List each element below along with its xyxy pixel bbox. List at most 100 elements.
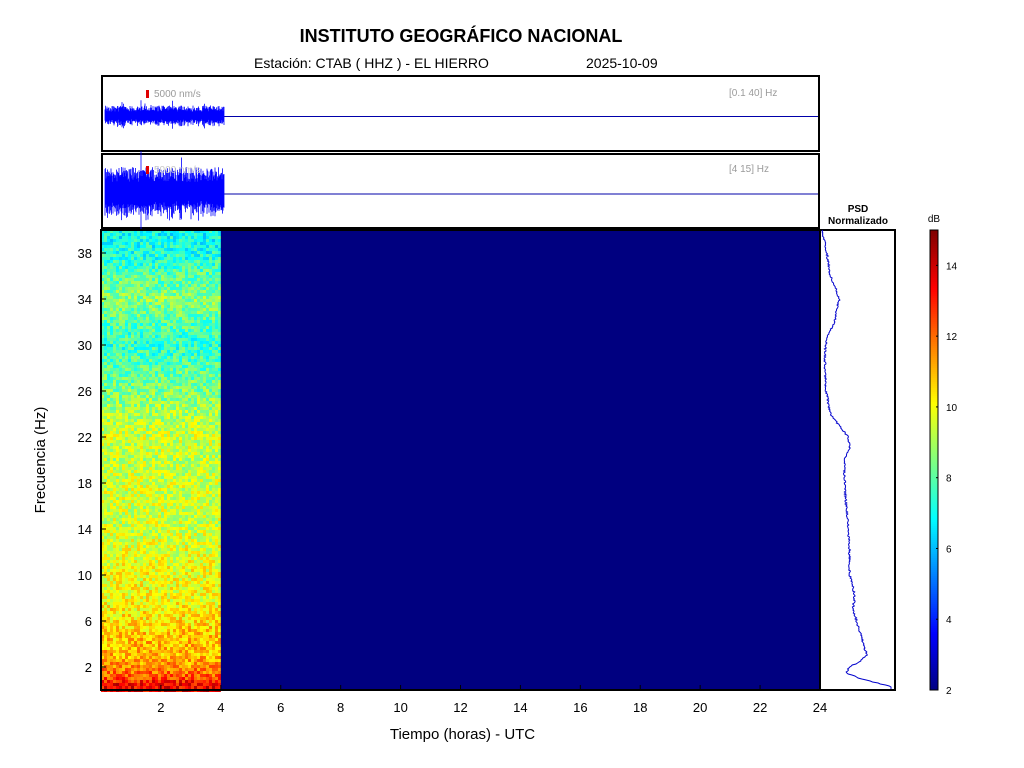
spectrogram-cell [218, 500, 221, 503]
spectrogram-cell [107, 338, 110, 341]
spectrogram-cell [134, 398, 137, 401]
spectrogram-cell [119, 347, 122, 350]
spectrogram-cell [110, 278, 113, 281]
spectrogram-cell [179, 443, 182, 446]
spectrogram-cell [125, 389, 128, 392]
spectrogram-cell [215, 482, 218, 485]
spectrogram-cell [113, 479, 116, 482]
spectrogram-cell [206, 239, 209, 242]
spectrogram-cell [107, 584, 110, 587]
spectrogram-cell [167, 323, 170, 326]
spectrogram-cell [182, 488, 185, 491]
spectrogram-cell [125, 341, 128, 344]
spectrogram-cell [131, 233, 134, 236]
spectrogram-cell [176, 545, 179, 548]
spectrogram-cell [107, 377, 110, 380]
spectrogram-cell [218, 482, 221, 485]
spectrogram-cell [149, 419, 152, 422]
spectrogram-cell [167, 230, 170, 233]
spectrogram-cell [218, 455, 221, 458]
spectrogram-cell [185, 590, 188, 593]
spectrogram-cell [185, 386, 188, 389]
spectrogram-cell [128, 344, 131, 347]
spectrogram-cell [209, 578, 212, 581]
spectrogram-cell [215, 554, 218, 557]
spectrogram-cell [206, 398, 209, 401]
spectrogram-cell [155, 470, 158, 473]
spectrogram-cell [122, 326, 125, 329]
spectrogram-cell [170, 425, 173, 428]
spectrogram-cell [218, 383, 221, 386]
spectrogram-cell [119, 473, 122, 476]
spectrogram-cell [143, 401, 146, 404]
spectrogram-cell [137, 311, 140, 314]
spectrogram-cell [125, 239, 128, 242]
spectrogram-cell [218, 479, 221, 482]
spectrogram-cell [110, 356, 113, 359]
spectrogram-cell [122, 494, 125, 497]
spectrogram-cell [161, 257, 164, 260]
spectrogram-cell [140, 569, 143, 572]
spectrogram-cell [170, 242, 173, 245]
spectrogram-cell [197, 425, 200, 428]
spectrogram-cell [143, 518, 146, 521]
spectrogram-cell [113, 266, 116, 269]
spectrogram-cell [188, 404, 191, 407]
spectrogram-cell [155, 257, 158, 260]
spectrogram-cell [125, 413, 128, 416]
spectrogram-cell [155, 338, 158, 341]
spectrogram-cell [185, 314, 188, 317]
spectrogram-cell [164, 278, 167, 281]
spectrogram-cell [191, 344, 194, 347]
spectrogram-cell [140, 305, 143, 308]
spectrogram-cell [191, 320, 194, 323]
spectrogram-cell [104, 377, 107, 380]
spectrogram-cell [179, 371, 182, 374]
spectrogram-cell [164, 335, 167, 338]
spectrogram-cell [110, 284, 113, 287]
spectrogram-cell [161, 494, 164, 497]
spectrogram-cell [167, 239, 170, 242]
spectrogram-cell [143, 542, 146, 545]
spectrogram-cell [101, 506, 104, 509]
spectrogram-cell [209, 452, 212, 455]
spectrogram-cell [131, 467, 134, 470]
spectrogram-cell [185, 272, 188, 275]
spectrogram-cell [137, 452, 140, 455]
spectrogram-cell [107, 527, 110, 530]
spectrogram-cell [134, 458, 137, 461]
spectrogram-cell [149, 275, 152, 278]
spectrogram-cell [101, 455, 104, 458]
spectrogram-cell [188, 530, 191, 533]
spectrogram-cell [188, 584, 191, 587]
spectrogram-cell [200, 509, 203, 512]
spectrogram-cell [200, 536, 203, 539]
spectrogram-cell [122, 554, 125, 557]
spectrogram-cell [173, 440, 176, 443]
spectrogram-cell [194, 500, 197, 503]
spectrogram-cell [173, 596, 176, 599]
spectrogram-cell [125, 416, 128, 419]
spectrogram-cell [209, 437, 212, 440]
spectrogram-cell [122, 410, 125, 413]
spectrogram-cell [104, 530, 107, 533]
spectrogram-cell [143, 383, 146, 386]
spectrogram-cell [203, 332, 206, 335]
spectrogram-cell [182, 380, 185, 383]
spectrogram-cell [164, 323, 167, 326]
spectrogram-cell [209, 347, 212, 350]
spectrogram-cell [155, 584, 158, 587]
spectrogram-cell [128, 398, 131, 401]
spectrogram-cell [176, 464, 179, 467]
spectrogram-cell [107, 365, 110, 368]
spectrogram-cell [206, 236, 209, 239]
spectrogram-cell [182, 572, 185, 575]
spectrogram-cell [200, 542, 203, 545]
spectrogram-cell [185, 533, 188, 536]
spectrogram-cell [173, 563, 176, 566]
spectrogram-cell [206, 518, 209, 521]
spectrogram-cell [107, 473, 110, 476]
spectrogram-cell [113, 575, 116, 578]
spectrogram-cell [104, 275, 107, 278]
spectrogram-cell [104, 353, 107, 356]
